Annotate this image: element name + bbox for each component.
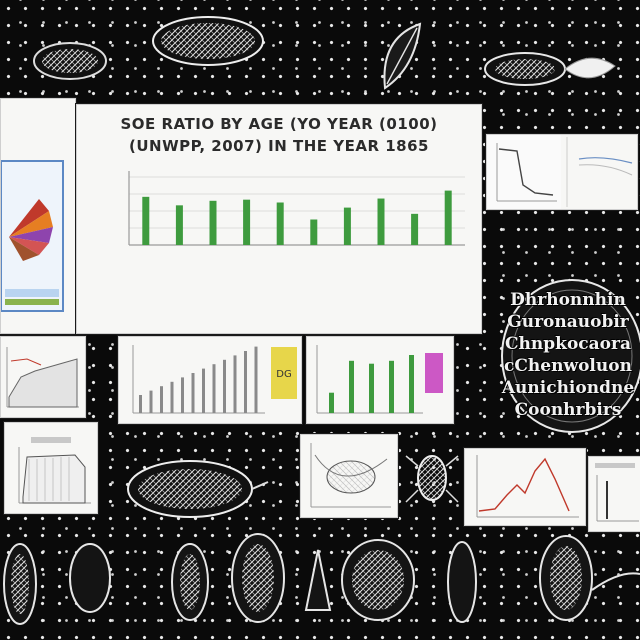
globe-line-4: cChenwoluon <box>504 356 632 376</box>
fan-illustration <box>1 160 64 312</box>
bar <box>349 360 354 413</box>
bar <box>181 377 184 413</box>
seed-pod-doodle <box>127 460 269 518</box>
line-chart-thumb <box>487 135 633 209</box>
series-line <box>478 457 570 512</box>
globe-line-2: Guronauobir <box>507 312 629 332</box>
globe-line-1: Dhrhonnhin <box>510 290 626 310</box>
seed-pod-doodle <box>33 42 107 80</box>
mini-step-chart <box>18 437 91 504</box>
right-edge-card <box>588 456 640 532</box>
mini-area-chart <box>6 347 79 408</box>
bar <box>343 207 351 245</box>
insect-doodle <box>405 455 459 503</box>
mid-left-card <box>0 336 86 418</box>
seed-pod-doodle <box>152 16 264 66</box>
bar <box>233 355 237 413</box>
mini-chart-edge <box>595 463 639 522</box>
globe-line-5: Aunichiondne <box>501 378 635 398</box>
center-doodle-card <box>300 434 398 518</box>
bar <box>409 355 414 413</box>
bar <box>149 390 153 413</box>
chart-title-line-1: SOE RATIO BY AGE (YO YEAR (0100) <box>120 115 438 133</box>
lower-left-card <box>4 422 98 514</box>
bar <box>142 196 150 245</box>
bar-chart <box>128 171 465 246</box>
bar <box>202 368 205 413</box>
bar <box>244 351 247 413</box>
bar <box>209 200 217 245</box>
red-line-card <box>464 448 586 526</box>
right-top-card <box>486 134 638 210</box>
yellow-label-text: DG <box>276 369 291 380</box>
globe-doodle: Dhrhonnhin Guronauobir Chnpkocaora cChen… <box>496 276 640 436</box>
mid-bar-card: DG <box>118 336 302 424</box>
yellow-label-box <box>271 347 297 399</box>
mini-scatter-doodle <box>310 443 391 508</box>
globe-line-3: Chnpkocaora <box>505 334 631 354</box>
bar <box>377 198 385 245</box>
bar <box>329 392 334 413</box>
bar <box>191 373 195 413</box>
leaf-doodle <box>383 22 422 90</box>
bar <box>369 363 374 413</box>
bar <box>139 395 142 413</box>
bar <box>276 202 284 245</box>
leaf-row-doodle <box>3 533 640 625</box>
bar <box>243 199 251 245</box>
mini-red-line-chart <box>476 455 579 518</box>
bar <box>175 205 183 245</box>
bar <box>212 364 216 413</box>
mid-right-card <box>306 336 454 424</box>
bar <box>310 219 318 245</box>
insect-doodle <box>484 52 616 86</box>
mini-green-bar-chart <box>316 345 443 414</box>
main-chart-card: SOE RATIO BY AGE (YO YEAR (0100) (UNWPP,… <box>76 104 482 334</box>
bar <box>160 386 163 413</box>
bar <box>170 381 174 413</box>
globe-line-6: Coonhrbirs <box>514 400 622 420</box>
left-top-card <box>0 98 76 334</box>
bar <box>411 213 419 245</box>
bar <box>444 190 452 245</box>
chart-title-line-2: (UNWPP, 2007) IN THE YEAR 1865 <box>129 137 429 155</box>
magenta-label-box <box>425 353 443 393</box>
bar <box>389 360 394 413</box>
bar <box>254 346 258 413</box>
mini-bar-chart: DG <box>132 345 297 414</box>
bar <box>223 359 226 413</box>
